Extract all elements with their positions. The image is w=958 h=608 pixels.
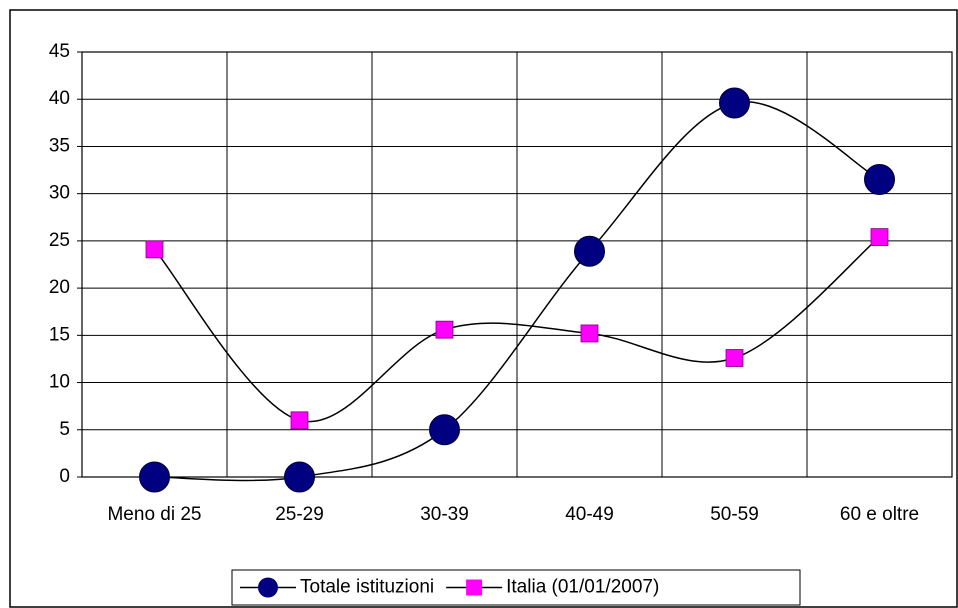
series-line	[153, 236, 880, 423]
legend-box	[231, 569, 801, 606]
y-tick-label: 35	[49, 135, 70, 156]
data-point	[725, 349, 744, 367]
data-point	[719, 87, 750, 119]
data-point	[574, 235, 605, 267]
x-tick-label: 40-49	[565, 504, 614, 525]
x-tick-label: Meno di 25	[107, 504, 201, 525]
y-tick-label: 30	[49, 183, 70, 204]
legend-label: Italia (01/01/2007)	[506, 577, 659, 598]
y-tick-label: 15	[49, 324, 70, 345]
y-tick-label: 20	[49, 277, 70, 298]
data-point	[429, 414, 460, 446]
x-tick-label: 50-59	[710, 504, 759, 525]
data-point	[139, 461, 170, 493]
x-tick-label: 60 e oltre	[840, 504, 919, 525]
y-tick-label: 5	[59, 419, 70, 440]
y-tick-label: 10	[49, 372, 70, 393]
data-point	[435, 320, 454, 339]
legend-marker	[466, 579, 483, 596]
legend-marker	[258, 577, 278, 598]
data-point	[580, 324, 599, 343]
legend-label: Totale istituzioni	[300, 577, 434, 598]
x-tick-label: 30-39	[420, 504, 469, 525]
y-tick-label: 45	[49, 41, 70, 62]
plot-border	[81, 51, 953, 478]
data-point	[290, 411, 309, 430]
y-tick-label: 25	[49, 230, 70, 251]
y-tick-label: 40	[49, 88, 70, 109]
data-point	[870, 228, 889, 247]
data-point	[145, 240, 164, 259]
y-tick-label: 0	[59, 466, 70, 487]
data-point	[284, 461, 315, 493]
x-tick-label: 25-29	[275, 504, 324, 525]
data-point	[864, 164, 895, 195]
